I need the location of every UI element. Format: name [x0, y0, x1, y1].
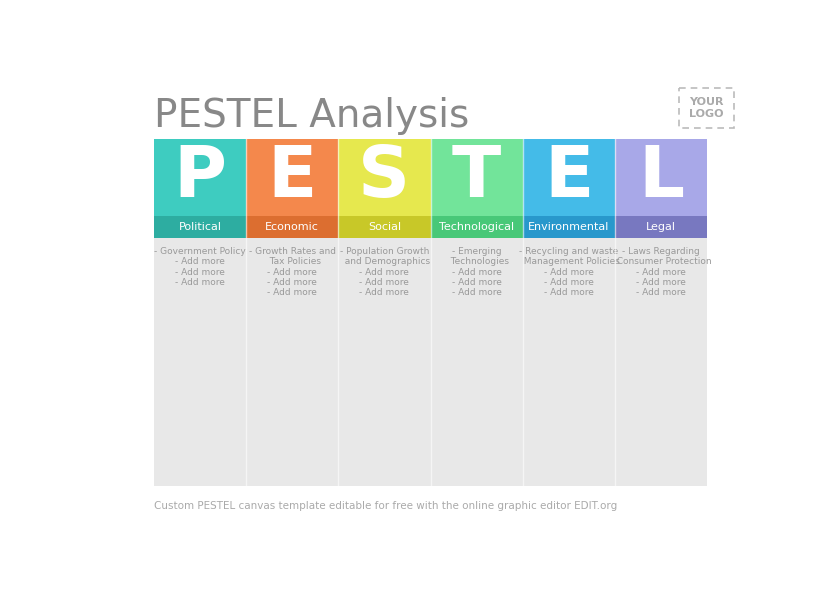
Text: - Add more: - Add more [360, 278, 409, 287]
Text: - Add more: - Add more [175, 268, 225, 277]
Text: - Add more: - Add more [544, 289, 594, 298]
Bar [154, 139, 246, 216]
Text: YOUR
LOGO: YOUR LOGO [689, 97, 723, 119]
Text: Environmental: Environmental [528, 222, 610, 232]
Text: S: S [359, 143, 411, 212]
Bar [246, 139, 339, 216]
Text: - Add more: - Add more [267, 278, 318, 287]
Text: Custom PESTEL canvas template editable for free with the online graphic editor E: Custom PESTEL canvas template editable f… [154, 501, 617, 511]
Bar [154, 139, 707, 485]
Text: - Add more: - Add more [175, 278, 225, 287]
Text: T: T [452, 143, 501, 212]
Text: Technologies: Technologies [444, 257, 508, 266]
Text: and Demographics: and Demographics [339, 257, 430, 266]
Text: - Growth Rates and: - Growth Rates and [249, 247, 336, 256]
Bar [615, 216, 707, 238]
Text: Economic: Economic [265, 222, 319, 232]
Bar [431, 139, 522, 216]
Text: - Add more: - Add more [636, 268, 686, 277]
Text: - Add more: - Add more [360, 289, 409, 298]
Text: - Add more: - Add more [267, 268, 318, 277]
Text: - Add more: - Add more [636, 278, 686, 287]
Bar [246, 216, 339, 238]
Text: - Emerging: - Emerging [452, 247, 501, 256]
Text: - Add more: - Add more [360, 268, 409, 277]
Bar [522, 139, 615, 216]
Text: - Add more: - Add more [544, 278, 594, 287]
Text: - Add more: - Add more [175, 257, 225, 266]
Text: - Add more: - Add more [452, 289, 501, 298]
Text: P: P [173, 143, 227, 212]
Bar [154, 216, 246, 238]
Text: E: E [267, 143, 317, 212]
Bar [339, 216, 431, 238]
Text: Social: Social [368, 222, 401, 232]
Bar [339, 139, 431, 216]
Text: - Add more: - Add more [452, 268, 501, 277]
Text: - Government Policy: - Government Policy [154, 247, 246, 256]
FancyBboxPatch shape [679, 89, 734, 128]
Text: Legal: Legal [646, 222, 676, 232]
Text: - Recycling and waste: - Recycling and waste [519, 247, 618, 256]
Bar [615, 139, 707, 216]
Text: - Add more: - Add more [544, 268, 594, 277]
Text: E: E [544, 143, 594, 212]
Text: - Population Growth: - Population Growth [339, 247, 429, 256]
Text: L: L [638, 143, 684, 212]
Text: PESTEL Analysis: PESTEL Analysis [154, 97, 469, 135]
Text: Consumer Protection: Consumer Protection [611, 257, 711, 266]
Text: - Add more: - Add more [267, 289, 318, 298]
Bar [522, 216, 615, 238]
Text: - Laws Regarding: - Laws Regarding [622, 247, 700, 256]
Bar [431, 216, 522, 238]
Text: Tax Policies: Tax Policies [264, 257, 321, 266]
Text: Political: Political [178, 222, 222, 232]
Text: Technological: Technological [439, 222, 514, 232]
Text: - Add more: - Add more [636, 289, 686, 298]
Text: Management Policies: Management Policies [518, 257, 620, 266]
Text: - Add more: - Add more [452, 278, 501, 287]
